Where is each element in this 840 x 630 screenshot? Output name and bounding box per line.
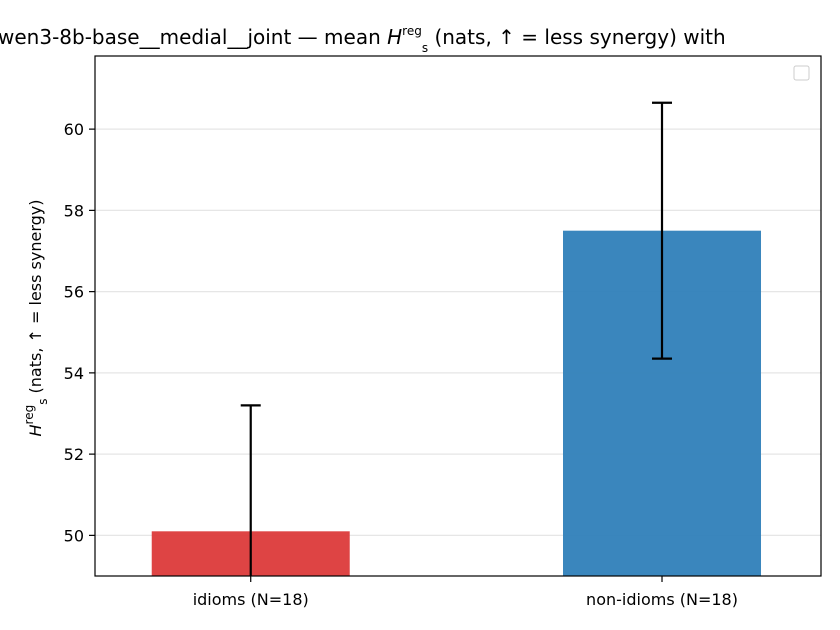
- chart-title-subscript: s: [422, 41, 428, 55]
- y-tick-label: 58: [64, 201, 84, 220]
- plot-frame: [94, 55, 822, 577]
- y-axis-label-subscript: s: [36, 399, 50, 405]
- chart-title-suffix: (nats, ↑ = less synergy) with: [428, 25, 726, 49]
- y-axis-label-superscript: reg: [22, 405, 36, 425]
- y-tick-label: 56: [64, 283, 84, 302]
- y-axis-label-symbol: H: [26, 424, 45, 436]
- y-tick-label: 52: [64, 445, 84, 464]
- chart-title-superscript: reg: [402, 24, 422, 38]
- legend-box: [793, 65, 810, 81]
- y-tick-label: 60: [64, 120, 84, 139]
- y-axis-label-suffix: (nats, ↑ = less synergy): [26, 199, 45, 398]
- error-bar-layer: [240, 101, 673, 576]
- bar-layer: [151, 230, 762, 576]
- y-tick-label: 54: [64, 364, 84, 383]
- y-tick-layer: 50 52 54 56 58 60: [64, 120, 95, 545]
- x-tick-label: idioms (N=18): [193, 590, 309, 609]
- y-tick-label: 50: [64, 526, 84, 545]
- chart-title-symbol: H: [387, 25, 402, 49]
- x-tick-layer: idioms (N=18) non-idioms (N=18): [193, 576, 738, 609]
- y-axis-label: Hregs (nats, ↑ = less synergy): [22, 199, 50, 436]
- x-tick-label: non-idioms (N=18): [586, 590, 738, 609]
- chart-title: wen3-8b-base__medial__joint — mean Hregs…: [0, 24, 726, 55]
- chart-title-prefix: wen3-8b-base__medial__joint — mean: [0, 25, 387, 49]
